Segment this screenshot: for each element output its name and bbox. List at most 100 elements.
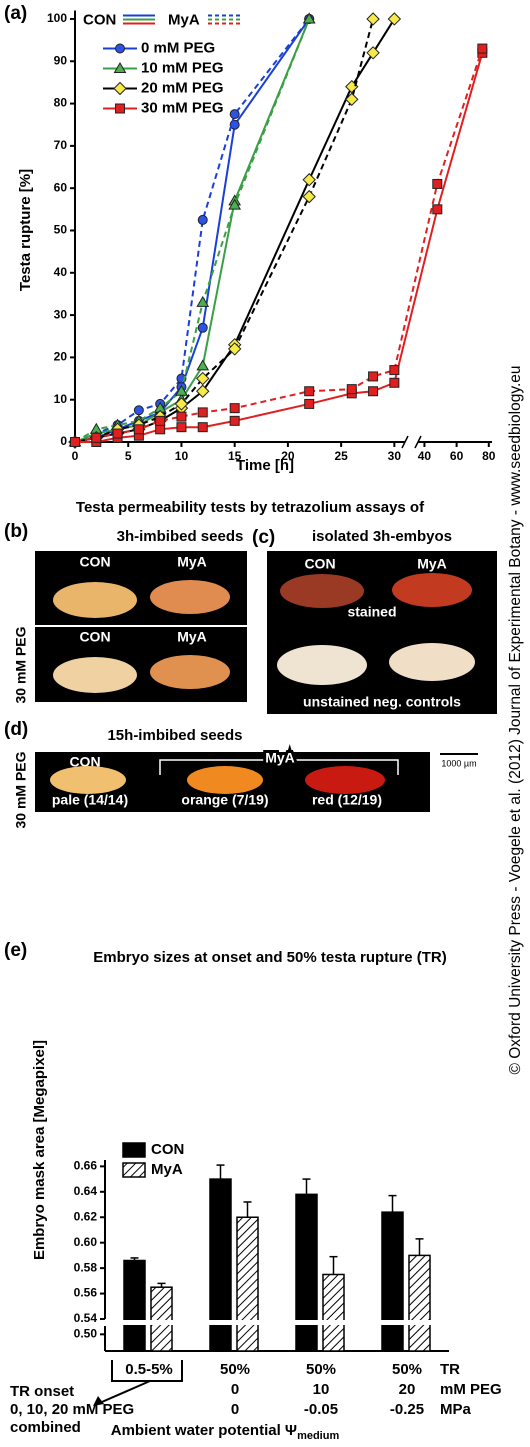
- marker: [115, 43, 125, 54]
- embryo: [392, 573, 472, 607]
- x-tick-label: 15: [228, 449, 242, 463]
- y-tick-label: 0: [60, 434, 67, 448]
- annotation: combined: [10, 1419, 81, 1436]
- y-tick-label: 60: [54, 180, 68, 194]
- legend-label: 10 mM PEG: [141, 59, 224, 76]
- y-tick-label: 100: [47, 11, 67, 25]
- category-row-label: 10: [313, 1381, 330, 1398]
- seed: [150, 580, 230, 614]
- column-label: CON: [79, 554, 110, 570]
- legend-label: CON: [83, 11, 116, 28]
- y-tick-label: 90: [54, 53, 68, 67]
- marker: [229, 119, 240, 130]
- bar: [381, 1211, 404, 1352]
- marker: [197, 422, 208, 433]
- annotation: TR onset: [10, 1383, 74, 1400]
- bar: [236, 1216, 259, 1352]
- marker: [196, 359, 210, 371]
- marker: [229, 403, 240, 414]
- photo-c: [267, 551, 497, 714]
- annotation: 0, 10, 20 mM PEG: [10, 1401, 134, 1418]
- panel-label: (d): [4, 719, 28, 740]
- marker: [432, 204, 443, 215]
- arrow-head: [93, 1396, 104, 1406]
- x-tick-label: 0: [72, 449, 79, 463]
- marker: [133, 424, 144, 435]
- chart-title: Embryo sizes at onset and 50% testa rupt…: [93, 949, 446, 966]
- x-tick-label: 50%: [220, 1361, 250, 1378]
- bar: [408, 1254, 431, 1352]
- x-tick-label: 50%: [392, 1361, 422, 1378]
- marker: [175, 384, 188, 396]
- panel-title: 3h-imbibed seeds: [117, 528, 244, 545]
- bar: [322, 1273, 345, 1352]
- y-tick-label: 0.64: [74, 1184, 98, 1198]
- marker: [229, 109, 240, 120]
- legend-swatch: [122, 1142, 146, 1158]
- series-line: [74, 18, 396, 443]
- marker: [346, 384, 357, 395]
- seed: [53, 582, 137, 618]
- y-tick-label: 0.62: [74, 1209, 98, 1223]
- marker: [302, 189, 316, 204]
- panel-label: (c): [252, 527, 275, 548]
- embryo: [280, 574, 364, 608]
- y-tick-label: 0.60: [74, 1235, 98, 1249]
- marker: [174, 397, 189, 411]
- marker: [477, 43, 488, 54]
- column-label: MyA: [265, 750, 295, 766]
- marker: [304, 386, 315, 397]
- y-tick-label: 0.54: [74, 1311, 98, 1325]
- marker: [432, 178, 443, 189]
- y-tick-label: 70: [54, 138, 68, 152]
- axis-break: [401, 435, 422, 449]
- bar: [295, 1193, 318, 1352]
- marker: [196, 384, 210, 398]
- caption: red (12/19): [312, 792, 382, 808]
- category-row-label: -0.05: [304, 1401, 338, 1418]
- x-axis-label-text: Ambient water potential Ψ: [111, 1422, 297, 1439]
- caption: unstained neg. controls: [303, 694, 461, 710]
- panel-label: (a): [4, 3, 27, 24]
- x-tick-label: 50%: [306, 1361, 336, 1378]
- marker: [197, 407, 208, 418]
- marker: [345, 92, 359, 107]
- x-axis-label-sub: medium: [297, 1430, 339, 1442]
- seed: [50, 766, 126, 794]
- marker: [227, 342, 242, 356]
- embryo: [277, 645, 367, 685]
- legend-label: MyA: [168, 11, 200, 28]
- category-row-label: -0.25: [390, 1401, 424, 1418]
- marker: [113, 81, 127, 96]
- marker: [176, 422, 187, 433]
- bracket: [159, 759, 399, 775]
- x-tick-label: 40: [418, 449, 432, 463]
- panel-label: (b): [4, 521, 28, 542]
- marker: [387, 12, 402, 26]
- condition-label: 30 mM PEG: [13, 751, 29, 828]
- legend-label: 0 mM PEG: [141, 39, 215, 56]
- marker: [91, 432, 102, 443]
- photos-heading: Testa permeability tests by tetrazolium …: [76, 499, 425, 516]
- y-tick-label: 30: [54, 307, 68, 321]
- y-tick-label: 40: [54, 265, 68, 279]
- x-tick-label: 60: [450, 449, 464, 463]
- seed: [150, 655, 230, 689]
- seed: [187, 766, 263, 794]
- seed: [53, 657, 137, 693]
- marker: [302, 12, 316, 24]
- category-row-label: 20: [399, 1381, 416, 1398]
- marker: [302, 173, 316, 187]
- marker: [113, 62, 127, 73]
- x-axis-label: Ambient water potential Ψmedium: [111, 1422, 340, 1442]
- x-tick-label: 20: [281, 449, 295, 463]
- column-label: MyA: [177, 554, 207, 570]
- bar: [123, 1259, 146, 1352]
- x-tick-label: 80: [482, 449, 496, 463]
- marker: [197, 214, 208, 225]
- y-tick-label: 0.50: [74, 1327, 98, 1341]
- marker: [366, 12, 380, 26]
- marker: [389, 377, 400, 388]
